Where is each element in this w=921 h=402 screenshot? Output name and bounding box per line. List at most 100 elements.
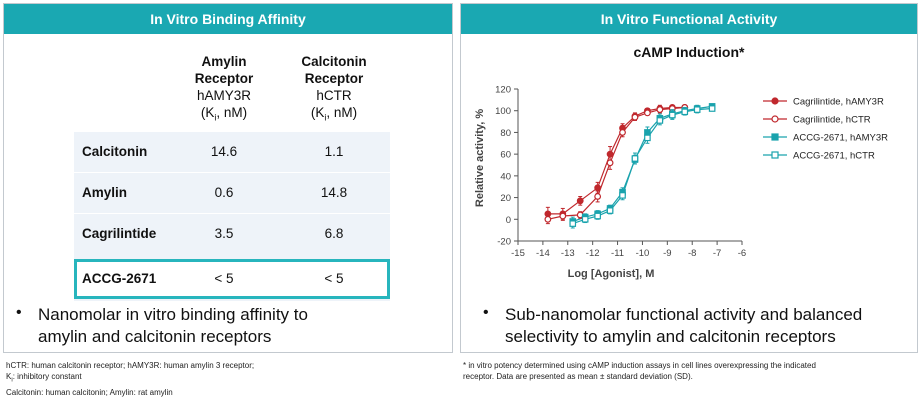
series-line bbox=[572, 105, 713, 223]
y-tick-label: 20 bbox=[500, 193, 511, 204]
row-label: Amylin bbox=[82, 185, 128, 200]
column-header-calcitonin-receptor: Calcitonin Receptor hCTR (Ki, nM) bbox=[279, 53, 389, 127]
column-header-unit: (Ki, nM) bbox=[310, 105, 358, 123]
x-tick-label: -8 bbox=[688, 248, 696, 259]
data-point bbox=[644, 134, 651, 142]
data-point bbox=[576, 197, 584, 205]
binding-bullet-text: Nanomolar in vitro binding affinity to a… bbox=[38, 304, 308, 348]
chart-legend: Cagrilintide, hAMY3R Cagrilintide, hCTR AC… bbox=[763, 97, 888, 162]
cell-value: < 5 bbox=[324, 271, 344, 286]
footnote-line: hCTR: human calcitonin receptor; hAMY3R:… bbox=[6, 361, 255, 370]
data-point bbox=[631, 113, 639, 121]
y-tick-label: 60 bbox=[500, 150, 511, 161]
data-point bbox=[594, 212, 601, 220]
cell-value: < 5 bbox=[214, 271, 234, 286]
table-row: Calcitonin 14.6 1.1 bbox=[74, 132, 390, 172]
data-point bbox=[656, 117, 664, 124]
data-point bbox=[681, 108, 689, 116]
data-point bbox=[631, 155, 639, 162]
data-point bbox=[669, 111, 676, 119]
column-header-line: Calcitonin bbox=[301, 54, 367, 69]
legend-label: ACCG-2671, hCTR bbox=[793, 151, 875, 162]
x-tick-label: -12 bbox=[586, 248, 600, 259]
chart-title: cAMP Induction* bbox=[634, 44, 746, 60]
functional-activity-header: In Vitro Functional Activity bbox=[461, 4, 917, 34]
bullet-line: selectivity to amylin and calcitonin rec… bbox=[505, 327, 836, 346]
cell-value: 1.1 bbox=[324, 144, 344, 159]
legend-label: Cagrilintide, hCTR bbox=[793, 115, 871, 126]
x-tick-label: -9 bbox=[663, 248, 671, 259]
data-point bbox=[581, 215, 589, 223]
bullet-line: Nanomolar in vitro binding affinity to bbox=[38, 305, 308, 324]
footnote-line: Calcitonin: human calcitonin; Amylin: ra… bbox=[6, 387, 173, 397]
footnote-line: receptor. Data are presented as mean ± s… bbox=[463, 372, 693, 381]
x-tick-label: -13 bbox=[561, 248, 575, 259]
functional-bullet-text: Sub-nanomolar functional activity and ba… bbox=[505, 304, 862, 348]
data-point bbox=[656, 106, 664, 114]
bullet-icon: • bbox=[16, 304, 22, 321]
data-point bbox=[644, 109, 651, 117]
footnote-line: * in vitro potency determined using cAMP… bbox=[463, 361, 816, 370]
column-header-receptor-code: hCTR bbox=[316, 88, 352, 103]
x-axis-label: Log [Agonist], M bbox=[568, 268, 655, 280]
row-label: ACCG-2671 bbox=[82, 271, 157, 286]
data-point bbox=[606, 207, 614, 214]
x-tick-label: -15 bbox=[511, 248, 525, 259]
column-header-line: Amylin bbox=[201, 54, 247, 69]
data-point bbox=[708, 105, 716, 112]
binding-affinity-header: In Vitro Binding Affinity bbox=[4, 4, 452, 34]
data-point bbox=[693, 106, 701, 113]
data-point bbox=[619, 192, 626, 199]
table-row: Amylin 0.6 14.8 bbox=[74, 173, 390, 213]
row-label: Calcitonin bbox=[82, 144, 148, 159]
footnote-line: Ki: inhibitory constant bbox=[6, 372, 82, 384]
column-header-amylin-receptor: Amylin Receptor hAMY3R (Ki, nM) bbox=[169, 53, 279, 127]
y-tick-label: -20 bbox=[497, 237, 511, 248]
x-tick-label: -11 bbox=[611, 248, 624, 259]
camp-induction-chart: cAMP Induction* -20 0 20 40 60 80 100 120 -15 -14… bbox=[474, 44, 888, 280]
cell-value: 14.8 bbox=[320, 185, 348, 200]
series-line bbox=[547, 106, 685, 215]
row-label: Cagrilintide bbox=[82, 226, 157, 241]
y-tick-label: 80 bbox=[500, 128, 511, 139]
chart-curves bbox=[547, 105, 713, 225]
data-point bbox=[559, 212, 567, 220]
binding-affinity-panel: In Vitro Binding Affinity Amylin Recepto… bbox=[3, 3, 453, 353]
column-header-receptor-code: hAMY3R bbox=[196, 88, 252, 103]
binding-affinity-table: Amylin Receptor hAMY3R (Ki, nM) Calciton… bbox=[74, 41, 390, 301]
highlighted-table-row-accg-2671: ACCG-2671 < 5 < 5 bbox=[74, 259, 390, 299]
y-tick-label: 100 bbox=[495, 106, 511, 117]
y-tick-label: 120 bbox=[495, 85, 511, 96]
y-tick-label: 0 bbox=[506, 215, 511, 226]
bullet-icon: • bbox=[483, 304, 489, 321]
chart-axes: -20 0 20 40 60 80 100 120 -15 -14 -13 -12 -11 -10 -9 -8… bbox=[495, 85, 746, 260]
functional-activity-panel: In Vitro Functional Activity cAMP Induct… bbox=[460, 3, 918, 353]
cell-value: 14.6 bbox=[210, 144, 238, 159]
column-header-line: Receptor bbox=[304, 71, 364, 86]
row-divider bbox=[74, 213, 390, 214]
table-header: Amylin Receptor hAMY3R (Ki, nM) Calciton… bbox=[74, 41, 390, 131]
x-tick-label: -7 bbox=[713, 248, 721, 259]
data-point bbox=[569, 220, 577, 227]
y-tick-label: 40 bbox=[500, 171, 511, 182]
data-point bbox=[606, 159, 614, 167]
y-axis-label: Relative activity, % bbox=[474, 109, 486, 207]
cell-value: 3.5 bbox=[214, 226, 234, 241]
legend-marker bbox=[771, 115, 779, 123]
row-divider bbox=[74, 172, 390, 173]
series-line bbox=[572, 107, 713, 225]
data-point bbox=[619, 129, 626, 136]
footnotes-right: * in vitro potency determined using cAMP… bbox=[463, 360, 816, 382]
column-header-line: Receptor bbox=[194, 71, 254, 86]
x-tick-label: -6 bbox=[738, 248, 746, 259]
data-point bbox=[594, 193, 602, 200]
cell-value: 6.8 bbox=[324, 226, 344, 241]
bullet-line: Sub-nanomolar functional activity and ba… bbox=[505, 305, 863, 324]
legend-label: Cagrilintide, hAMY3R bbox=[793, 97, 884, 108]
legend-marker bbox=[771, 97, 779, 105]
x-tick-label: -14 bbox=[536, 248, 550, 259]
cell-value: 0.6 bbox=[214, 185, 234, 200]
data-point bbox=[544, 215, 552, 223]
footnotes-left: hCTR: human calcitonin receptor; hAMY3R:… bbox=[6, 360, 254, 398]
data-point bbox=[594, 184, 602, 192]
